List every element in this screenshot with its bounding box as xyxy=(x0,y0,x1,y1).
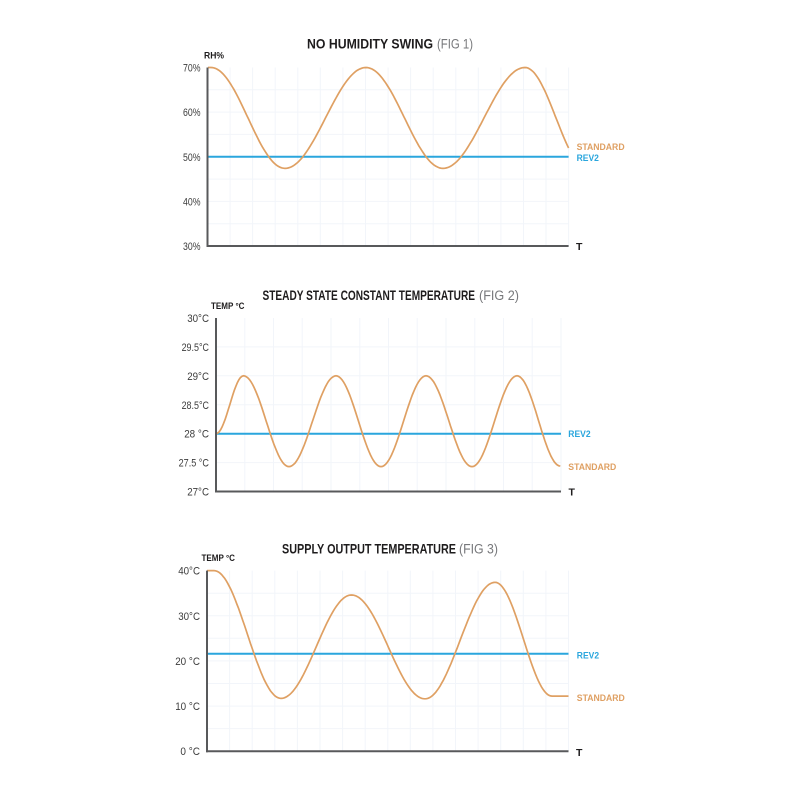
svg-text:STANDARD: STANDARD xyxy=(568,462,616,472)
svg-text:30°C: 30°C xyxy=(187,313,209,325)
svg-text:27.5 °C: 27.5 °C xyxy=(179,458,209,470)
svg-text:28.5°C: 28.5°C xyxy=(182,400,209,412)
svg-text:28 °C: 28 °C xyxy=(184,429,209,441)
svg-text:10 °C: 10 °C xyxy=(175,701,200,713)
svg-text:50%: 50% xyxy=(183,152,201,164)
svg-text:20 °C: 20 °C xyxy=(175,656,200,668)
svg-text:STANDARD: STANDARD xyxy=(577,693,625,703)
svg-text:29°C: 29°C xyxy=(187,371,209,383)
svg-text:70%: 70% xyxy=(183,63,201,75)
svg-text:30%: 30% xyxy=(183,241,201,253)
svg-text:T: T xyxy=(569,487,576,499)
svg-text:(FIG 3): (FIG 3) xyxy=(459,542,498,557)
svg-text:40%: 40% xyxy=(183,196,201,208)
svg-text:27°C: 27°C xyxy=(187,487,209,499)
svg-text:60%: 60% xyxy=(183,107,201,119)
svg-text:RH%: RH% xyxy=(204,51,224,62)
svg-text:40°C: 40°C xyxy=(178,566,200,578)
svg-text:TEMP °C: TEMP °C xyxy=(202,553,236,564)
svg-text:(FIG 1): (FIG 1) xyxy=(437,37,473,52)
svg-text:REV2: REV2 xyxy=(577,650,599,660)
svg-text:T: T xyxy=(576,241,583,253)
svg-text:SUPPLY OUTPUT TEMPERATURE: SUPPLY OUTPUT TEMPERATURE xyxy=(282,541,456,557)
svg-text:30°C: 30°C xyxy=(178,611,200,623)
svg-text:(FIG 2): (FIG 2) xyxy=(479,288,519,303)
svg-text:REV2: REV2 xyxy=(577,153,599,163)
svg-text:REV2: REV2 xyxy=(568,429,590,439)
svg-text:NO HUMIDITY SWING: NO HUMIDITY SWING xyxy=(307,36,433,52)
svg-text:STEADY STATE CONSTANT TEMPERAT: STEADY STATE CONSTANT TEMPERATURE xyxy=(263,287,476,303)
svg-text:0 °C: 0 °C xyxy=(180,746,200,758)
svg-text:STANDARD: STANDARD xyxy=(577,142,625,152)
svg-text:TEMP °C: TEMP °C xyxy=(211,301,245,312)
svg-text:T: T xyxy=(576,747,583,759)
svg-text:29.5°C: 29.5°C xyxy=(182,342,209,354)
